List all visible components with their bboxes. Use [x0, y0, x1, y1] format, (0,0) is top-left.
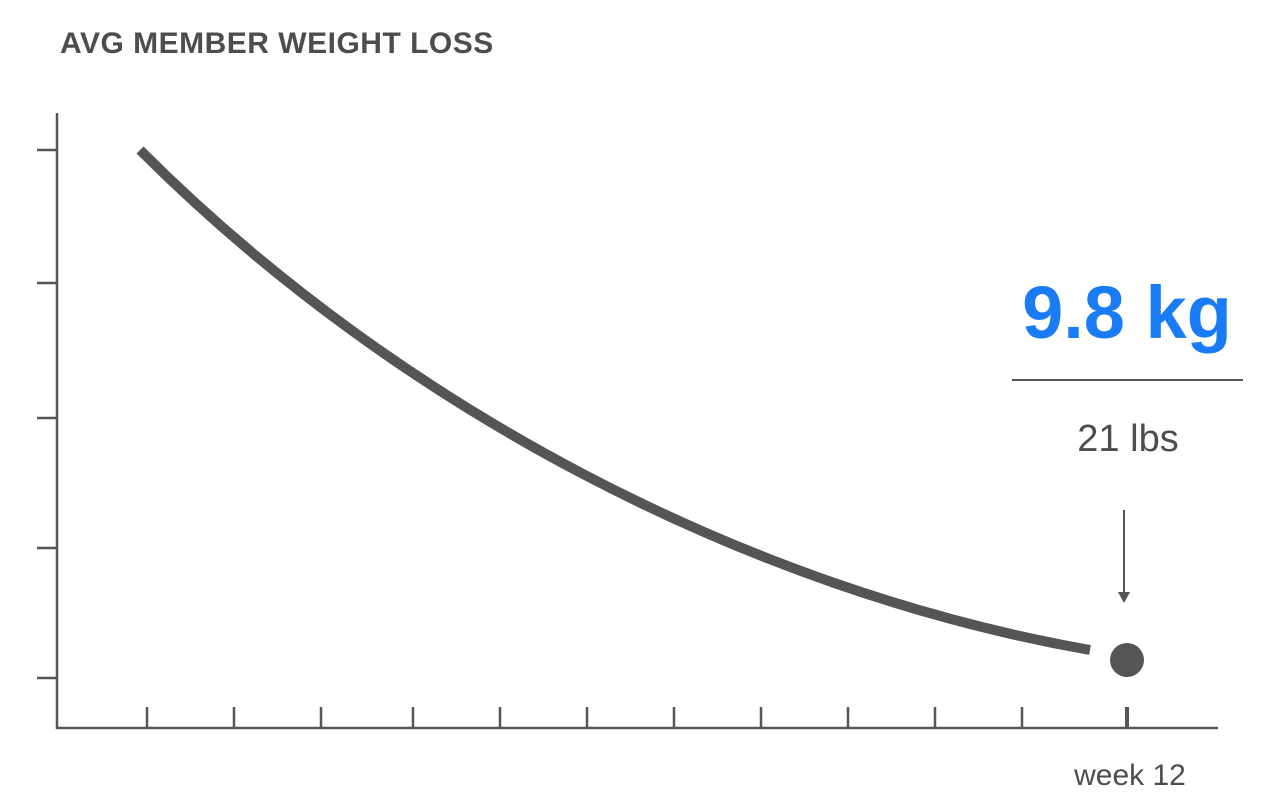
x-label: week 12 [1073, 759, 1186, 792]
headline-value: 9.8 kg [1022, 271, 1232, 354]
axes [37, 113, 1218, 730]
secondary-value: 21 lbs [1077, 418, 1178, 460]
arrow [1118, 510, 1130, 603]
trend-curve [136, 146, 1091, 655]
end-point [1110, 643, 1144, 677]
chart-title: AVG MEMBER WEIGHT LOSS [60, 27, 494, 60]
arrow-head [1118, 592, 1130, 603]
